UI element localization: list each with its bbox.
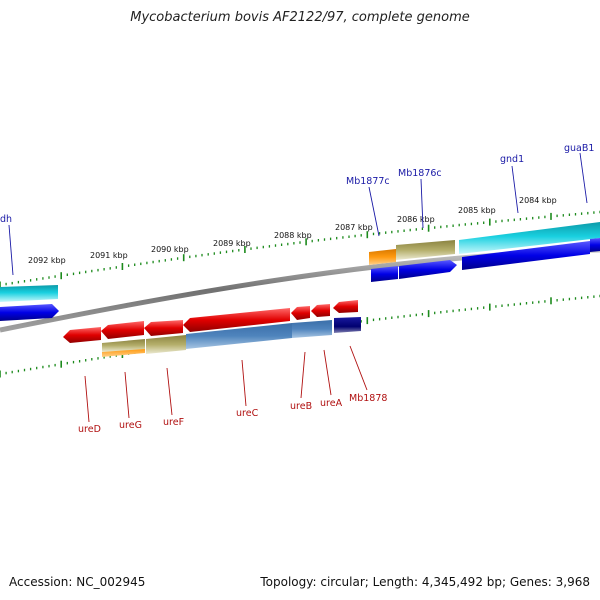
gene-label-ured[interactable]: ureD: [78, 424, 101, 435]
gene-label-gnd1[interactable]: gnd1: [500, 154, 524, 165]
gene-label-urea[interactable]: ureA: [320, 398, 343, 409]
map-title: Mycobacterium bovis AF2122/97, complete …: [130, 10, 470, 25]
gene-label-ureg[interactable]: ureG: [119, 420, 142, 431]
gene-label-uref[interactable]: ureF: [163, 417, 184, 428]
tick-label-2091: 2091 kbp: [90, 251, 128, 260]
tick-label-2089: 2089 kbp: [213, 239, 251, 248]
tick-label-2090: 2090 kbp: [151, 245, 189, 254]
gene-label-guab1[interactable]: guaB1: [564, 143, 594, 154]
gene-ndh[interactable]: [0, 285, 58, 302]
gene-label-ndh[interactable]: ndh: [0, 214, 12, 225]
cds-mb1877c[interactable]: [371, 266, 398, 282]
gene-mb1877c[interactable]: [369, 249, 396, 265]
tick-marks-outer: [0, 210, 600, 289]
cds-ured[interactable]: [63, 327, 101, 343]
forward-gene-labels: ndh Mb1877c Mb1876c gnd1 guaB1: [0, 143, 594, 225]
gene-gnd1[interactable]: [459, 222, 600, 254]
gene-mb1876c[interactable]: [396, 240, 455, 260]
gene-label-mb1877c[interactable]: Mb1877c: [346, 176, 390, 187]
tick-label-2084: 2084 kbp: [519, 196, 557, 205]
cds-urea[interactable]: [311, 304, 330, 317]
tick-label-2092: 2092 kbp: [28, 256, 66, 265]
gene-label-urec[interactable]: ureC: [236, 408, 259, 419]
cds-mb1876c[interactable]: [399, 260, 457, 279]
cds-mb1878[interactable]: [333, 300, 358, 313]
gene-mb1878[interactable]: [334, 317, 361, 333]
gene-uref[interactable]: [146, 335, 186, 354]
tick-label-2088: 2088 kbp: [274, 231, 312, 240]
tick-label-2086: 2086 kbp: [397, 215, 435, 224]
cds-guab1[interactable]: [590, 238, 600, 252]
gene-ureb-urea[interactable]: [292, 320, 332, 338]
gene-label-mb1876c[interactable]: Mb1876c: [398, 168, 442, 179]
tick-label-2085: 2085 kbp: [458, 206, 496, 215]
gene-urec[interactable]: [186, 323, 292, 349]
cds-ureg[interactable]: [101, 321, 144, 339]
gene-ureg[interactable]: [102, 339, 145, 352]
gene-label-ureb[interactable]: ureB: [290, 401, 312, 412]
accession-text: Accession: NC_002945: [9, 575, 146, 589]
reverse-features: [63, 300, 361, 357]
cds-urec[interactable]: [183, 308, 290, 332]
cds-gnd1[interactable]: [462, 241, 590, 270]
reverse-gene-labels: ureD ureG ureF ureC ureB ureA Mb1878: [78, 393, 387, 435]
gene-label-mb1878[interactable]: Mb1878: [349, 393, 387, 404]
tick-label-2087: 2087 kbp: [335, 223, 373, 232]
label-leaders: [8, 152, 588, 423]
forward-features: [0, 222, 600, 321]
cds-ureb[interactable]: [291, 306, 310, 320]
tick-labels: 2092 kbp 2091 kbp 2090 kbp 2089 kbp 2088…: [28, 196, 557, 265]
cds-uref[interactable]: [144, 320, 183, 336]
genome-stats-text: Topology: circular; Length: 4,345,492 bp…: [260, 575, 590, 589]
cds-ndh[interactable]: [0, 304, 59, 321]
